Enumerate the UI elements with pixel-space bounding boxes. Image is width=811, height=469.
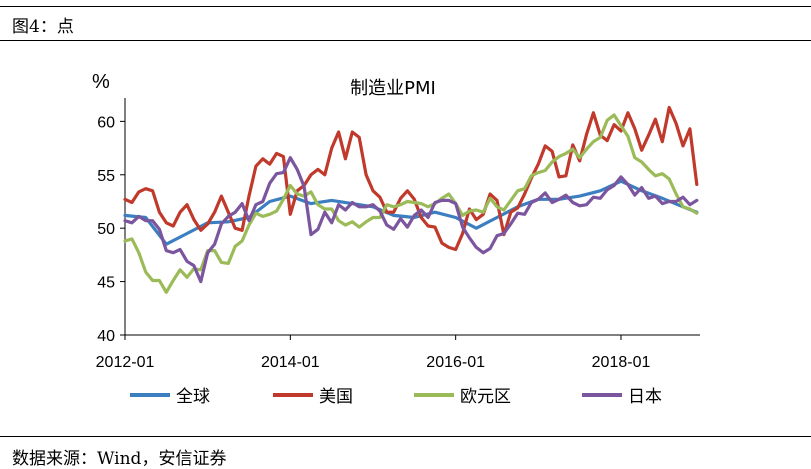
series-line-3: [123, 156, 699, 284]
legend-label: 全球: [176, 387, 210, 407]
axes: 40 45 50 55 60 2012-01 2014-01 2016-01 2018-01: [96, 98, 700, 371]
legend-label: 日本: [628, 387, 662, 407]
legend-label: 美国: [319, 387, 353, 407]
y-tick-label: 50: [97, 221, 115, 238]
x-tick-label: 2014-01: [261, 354, 320, 371]
y-tick-label: 45: [97, 275, 115, 292]
source-rule: [0, 436, 811, 437]
series-line-2: [123, 113, 699, 294]
pmi-chart: % 制造业PMI 40 45 50 55 60 2012-01 2014-01 2016-01…: [92, 71, 700, 407]
series-line-0: [123, 179, 699, 246]
series-line-1: [123, 105, 699, 252]
legend: 全球 美国 欧元区 日本: [130, 387, 662, 407]
y-tick-label: 55: [97, 168, 115, 185]
legend-label: 欧元区: [460, 387, 511, 407]
title-rule: [0, 40, 811, 41]
series-layer: [123, 105, 699, 294]
data-source: 数据来源：Wind，安信证券: [12, 449, 227, 469]
figure-title: 图4：点: [12, 17, 74, 37]
chart-title: 制造业PMI: [350, 78, 436, 99]
y-tick-label: 60: [97, 114, 115, 131]
y-unit-label: %: [92, 71, 110, 93]
x-tick-label: 2018-01: [592, 354, 651, 371]
top-rule: [0, 6, 811, 7]
x-tick-label: 2012-01: [96, 354, 155, 371]
x-tick-label: 2016-01: [426, 354, 485, 371]
y-tick-label: 40: [97, 328, 115, 345]
